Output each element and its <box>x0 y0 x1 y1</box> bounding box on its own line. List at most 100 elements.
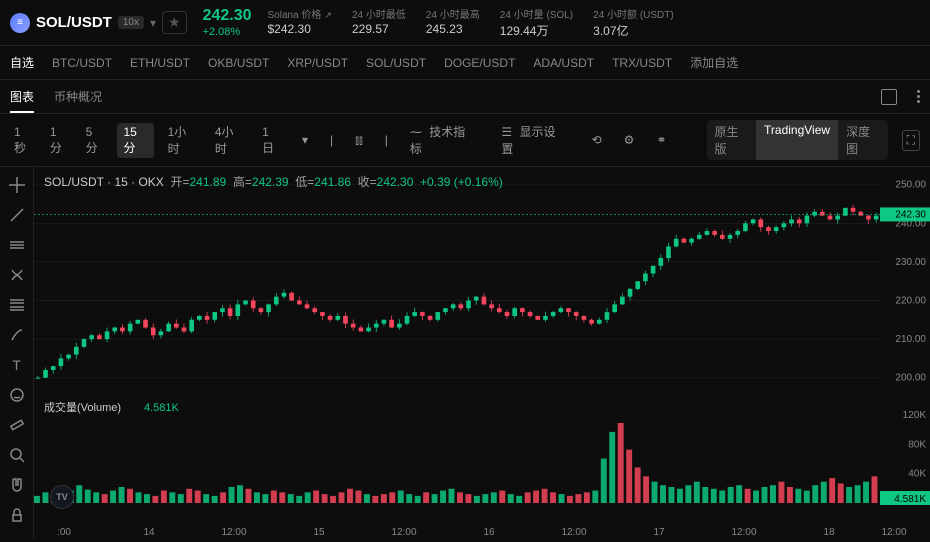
stat-item: 24 小时最高245.23 <box>426 6 480 39</box>
magnet-tool-icon[interactable] <box>9 477 25 493</box>
chart-mode-tab[interactable]: 深度图 <box>838 120 888 160</box>
chart-toolbar: 1秒1分5分15分1小时4小时1日 ▾ | ⫾⫾ | ⁓ 技术指标 ☰ 显示设置… <box>0 114 930 167</box>
svg-text:12:00: 12:00 <box>561 527 586 538</box>
view-tabs: 图表 币种概况 <box>0 80 930 114</box>
chart-area: T SOL/USDT · 15 · OKX 开=241.89 高=242.39 … <box>0 167 930 539</box>
chevron-down-icon[interactable]: ▾ <box>298 131 312 149</box>
stat-label: 24 小时最低 <box>352 6 406 21</box>
svg-text:12:00: 12:00 <box>221 527 246 538</box>
stat-item: Solana 价格↗$242.30 <box>268 6 332 39</box>
pair-tab[interactable]: XRP/USDT <box>287 56 348 70</box>
chart-main[interactable]: SOL/USDT · 15 · OKX 开=241.89 高=242.39 低=… <box>34 167 930 539</box>
stat-value: $242.30 <box>268 22 332 36</box>
tradingview-badge-icon[interactable]: TV <box>50 485 74 509</box>
svg-text:14: 14 <box>143 527 155 538</box>
pair-tab[interactable]: 自选 <box>10 54 34 71</box>
timeframe-4小时[interactable]: 4小时 <box>211 121 248 159</box>
pair-tab[interactable]: SOL/USDT <box>366 56 426 70</box>
stat-label: Solana 价格↗ <box>268 6 332 21</box>
svg-text:成交量(Volume): 成交量(Volume) <box>44 400 121 414</box>
svg-text:40K: 40K <box>908 469 926 480</box>
svg-text:4.581K: 4.581K <box>144 402 180 414</box>
settings-gear-icon[interactable]: ⚙ <box>620 131 639 149</box>
svg-text:18: 18 <box>823 527 835 538</box>
pair-box[interactable]: ≡ SOL/USDT 10x ▾ ★ <box>10 11 187 34</box>
change-pct: +2.08% <box>203 26 252 38</box>
fib-tool-icon[interactable] <box>9 297 25 313</box>
pair-tab[interactable]: 添加自选 <box>690 54 738 71</box>
stat-item: 24 小时额 (USDT)3.07亿 <box>593 6 674 39</box>
chart-mode-tab[interactable]: 原生版 <box>707 120 757 160</box>
svg-text:12:00: 12:00 <box>391 527 416 538</box>
leverage-badge: 10x <box>118 16 144 29</box>
indicators-button[interactable]: ⁓ 技术指标 <box>406 121 483 159</box>
timeframe-1分[interactable]: 1分 <box>46 123 72 158</box>
pair-tab[interactable]: OKB/USDT <box>208 56 269 70</box>
chart-ohlc-info: SOL/USDT · 15 · OKX 开=241.89 高=242.39 低=… <box>44 173 503 190</box>
brush-tool-icon[interactable] <box>9 327 25 343</box>
candlestick-chart[interactable]: 200.00210.00220.00230.00240.00250.00242.… <box>34 167 930 539</box>
stat-label: 24 小时额 (USDT) <box>593 6 674 21</box>
stat-value: 3.07亿 <box>593 22 674 39</box>
layout-icon[interactable] <box>881 89 897 105</box>
stat-value: 229.57 <box>352 22 406 36</box>
sol-coin-icon: ≡ <box>10 13 30 33</box>
svg-text:230.00: 230.00 <box>895 257 926 268</box>
chart-mode-group: 原生版TradingView深度图 <box>707 120 888 160</box>
svg-text:17: 17 <box>653 527 665 538</box>
svg-text:242.30: 242.30 <box>895 209 926 220</box>
timeframe-5分[interactable]: 5分 <box>82 123 108 158</box>
svg-text:210.00: 210.00 <box>895 334 926 345</box>
svg-text:80K: 80K <box>908 439 926 450</box>
timeframe-1小时[interactable]: 1小时 <box>164 121 201 159</box>
pair-tab[interactable]: TRX/USDT <box>612 56 672 70</box>
svg-text:120K: 120K <box>903 410 927 421</box>
svg-text:200.00: 200.00 <box>895 373 926 384</box>
header: ≡ SOL/USDT 10x ▾ ★ 242.30 +2.08% Solana … <box>0 0 930 46</box>
svg-text:12:00: 12:00 <box>731 527 756 538</box>
crosshair-tool-icon[interactable] <box>9 177 25 193</box>
lock-tool-icon[interactable] <box>9 507 25 523</box>
stat-label: 24 小时量 (SOL) <box>500 6 573 21</box>
stat-value: 129.44万 <box>500 22 573 39</box>
fullscreen-icon[interactable]: ⛶ <box>902 130 920 151</box>
pairs-tab-row: 自选 BTC/USDT ETH/USDT OKB/USDT XRP/USDT SOL/US… <box>0 46 930 80</box>
svg-text::00: :00 <box>57 527 71 538</box>
price-stat: 242.30 +2.08% <box>203 7 252 38</box>
trendline-tool-icon[interactable] <box>9 207 25 223</box>
stat-item: 24 小时量 (SOL)129.44万 <box>500 6 573 39</box>
pair-tab[interactable]: DOGE/USDT <box>444 56 515 70</box>
last-price: 242.30 <box>203 7 252 25</box>
timeframe-1秒[interactable]: 1秒 <box>10 123 36 158</box>
candle-type-icon[interactable]: ⫾⫾ <box>351 131 367 150</box>
text-tool-icon[interactable]: T <box>9 357 25 373</box>
timeframe-1日[interactable]: 1日 <box>258 123 284 158</box>
svg-text:15: 15 <box>313 527 325 538</box>
svg-text:220.00: 220.00 <box>895 296 926 307</box>
display-settings-button[interactable]: ☰ 显示设置 <box>497 121 573 159</box>
pair-tab[interactable]: ADA/USDT <box>533 56 594 70</box>
svg-text:12:00: 12:00 <box>881 527 906 538</box>
link-icon[interactable]: ⚭ <box>652 131 670 149</box>
emoji-tool-icon[interactable] <box>9 387 25 403</box>
tab-chart[interactable]: 图表 <box>10 88 34 113</box>
stat-item: 24 小时最低229.57 <box>352 6 406 39</box>
ruler-tool-icon[interactable] <box>9 417 25 433</box>
redo-icon[interactable]: ⟲ <box>588 131 606 149</box>
pitchfork-tool-icon[interactable] <box>9 267 25 283</box>
favorite-star-icon[interactable]: ★ <box>162 11 187 34</box>
timeframe-15分[interactable]: 15分 <box>117 123 153 158</box>
stats-row: Solana 价格↗$242.30 24 小时最低229.57 24 小时最高245… <box>268 6 674 39</box>
chevron-down-icon[interactable]: ▾ <box>150 16 156 30</box>
svg-text:250.00: 250.00 <box>895 180 926 191</box>
stat-value: 245.23 <box>426 22 480 36</box>
more-icon[interactable] <box>917 90 920 103</box>
tab-coin-info[interactable]: 币种概况 <box>54 88 102 105</box>
horizontal-line-tool-icon[interactable] <box>9 237 25 253</box>
pair-tab[interactable]: BTC/USDT <box>52 56 112 70</box>
zoom-tool-icon[interactable] <box>9 447 25 463</box>
chart-mode-tab[interactable]: TradingView <box>756 120 838 160</box>
drawing-tools: T <box>0 167 34 539</box>
svg-text:16: 16 <box>483 527 495 538</box>
pair-tab[interactable]: ETH/USDT <box>130 56 190 70</box>
